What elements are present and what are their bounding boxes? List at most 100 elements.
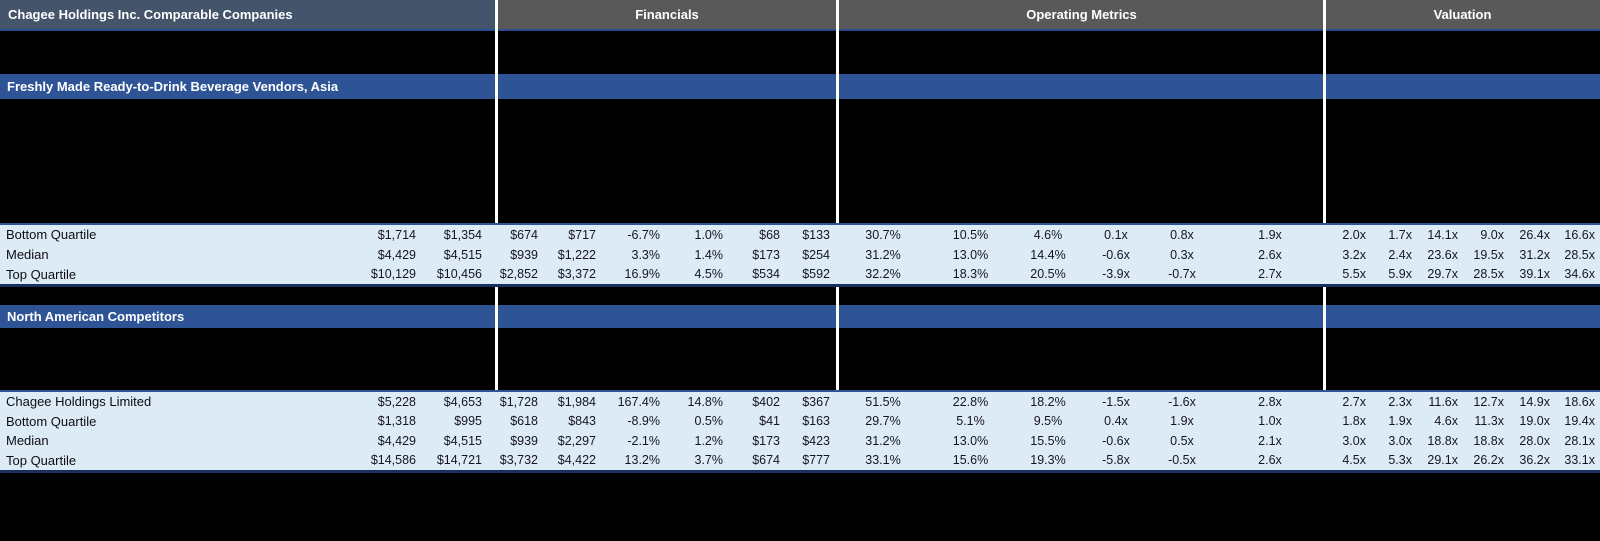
value-cell: 2.6x — [1258, 453, 1282, 468]
value-cell: 36.2x — [1519, 453, 1550, 468]
value-cell: 0.1x — [1104, 227, 1128, 242]
value-cell: 13.0% — [952, 433, 989, 448]
value-cell: 1.0% — [694, 227, 724, 242]
value-cell: 34.6x — [1564, 267, 1595, 282]
value-cell: 1.8x — [1342, 414, 1366, 429]
value-cell: 29.7x — [1427, 267, 1458, 282]
value-cell: $843 — [568, 414, 596, 429]
value-cell: 5.5x — [1342, 267, 1366, 282]
value-cell: 2.6x — [1258, 247, 1282, 262]
value-cell: 31.2% — [865, 433, 901, 448]
value-cell: -1.5x — [1102, 394, 1130, 409]
value-cell: $618 — [510, 414, 538, 429]
value-cell: 20.5% — [1030, 267, 1066, 282]
value-cell: 11.6x — [1428, 394, 1458, 409]
value-cell: -0.6x — [1102, 433, 1130, 448]
value-cell: 23.6x — [1427, 247, 1458, 262]
row-label: Median — [6, 433, 49, 449]
value-cell: 14.8% — [687, 394, 723, 409]
value-cell: $4,515 — [443, 433, 482, 448]
value-cell: 14.4% — [1030, 247, 1066, 262]
value-cell: 13.0% — [952, 247, 989, 262]
value-cell: 31.2x — [1519, 247, 1550, 262]
value-cell: 19.4x — [1564, 414, 1595, 429]
value-cell: 2.1x — [1258, 433, 1282, 448]
value-cell: 19.0x — [1519, 414, 1550, 429]
section-header-valuation: Valuation — [1325, 0, 1600, 29]
value-cell: 31.2% — [865, 247, 901, 262]
value-cell: $939 — [510, 433, 538, 448]
value-cell: $367 — [802, 394, 830, 409]
table-row: Median $4,429 $4,515 $939 $1,222 3.3% 1.4% $173… — [0, 245, 1600, 265]
value-cell: $68 — [759, 227, 780, 242]
table-row: Top Quartile $14,586 $14,721 $3,732 $4,422 13… — [0, 451, 1600, 471]
value-cell: 3.0x — [1388, 433, 1412, 448]
value-cell: 18.3% — [952, 267, 989, 282]
value-cell: 1.9x — [1388, 414, 1412, 429]
value-cell: 32.2% — [865, 267, 901, 282]
value-cell: 15.5% — [1030, 433, 1066, 448]
value-cell: 14.9x — [1519, 394, 1550, 409]
value-cell: $3,372 — [557, 267, 596, 282]
value-cell: 5.3x — [1388, 453, 1412, 468]
value-cell: 2.3x — [1388, 394, 1412, 409]
value-cell: $1,984 — [557, 394, 596, 409]
value-cell: 33.1% — [865, 453, 901, 468]
row-label: Top Quartile — [6, 452, 77, 468]
value-cell: $4,422 — [557, 453, 596, 468]
value-cell: $254 — [802, 247, 830, 262]
value-cell: 14.1x — [1427, 227, 1458, 242]
row-label: Top Quartile — [6, 266, 77, 282]
value-cell: 1.0x — [1258, 414, 1282, 429]
value-cell: 4.6x — [1434, 414, 1458, 429]
value-cell: -0.6x — [1102, 247, 1130, 262]
value-cell: 18.2% — [1030, 394, 1066, 409]
value-cell: 18.8x — [1473, 433, 1504, 448]
value-cell: 28.1x — [1564, 433, 1595, 448]
row-label: Bottom Quartile — [6, 413, 97, 429]
value-cell: $4,429 — [377, 247, 416, 262]
value-cell: $10,129 — [370, 267, 416, 282]
value-cell: $10,456 — [436, 267, 482, 282]
value-cell: -5.8x — [1102, 453, 1130, 468]
value-cell: 33.1x — [1564, 453, 1595, 468]
table-row: Chagee Holdings Limited $5,228 $4,653 $1,72… — [0, 392, 1600, 412]
value-cell: 19.3% — [1030, 453, 1066, 468]
value-cell: 12.7x — [1473, 394, 1504, 409]
value-cell: $1,728 — [499, 394, 538, 409]
value-cell: 5.9x — [1388, 267, 1412, 282]
value-cell: 19.5x — [1473, 247, 1504, 262]
value-cell: 0.5% — [694, 414, 724, 429]
value-cell: $14,721 — [436, 453, 482, 468]
value-cell: $2,297 — [557, 433, 596, 448]
value-cell: 3.0x — [1342, 433, 1366, 448]
value-cell: 13.2% — [624, 453, 660, 468]
value-cell: 0.5x — [1170, 433, 1194, 448]
value-cell: 4.5% — [694, 267, 724, 282]
value-cell: 2.8x — [1258, 394, 1282, 409]
value-cell: 18.8x — [1427, 433, 1458, 448]
value-cell: $133 — [802, 227, 830, 242]
value-cell: 3.3% — [631, 247, 661, 262]
table-north-america: Chagee Holdings Limited $5,228 $4,653 $1,72… — [0, 390, 1600, 473]
value-cell: 2.7x — [1258, 267, 1282, 282]
value-cell: -8.9% — [627, 414, 660, 429]
value-cell: 26.4x — [1519, 227, 1550, 242]
value-cell: -1.6x — [1168, 394, 1196, 409]
value-cell: $173 — [752, 433, 780, 448]
value-cell: 18.6x — [1564, 394, 1595, 409]
value-cell: $173 — [752, 247, 780, 262]
header-row: Chagee Holdings Inc. Comparable Companie… — [0, 0, 1600, 29]
value-cell: $674 — [510, 227, 538, 242]
value-cell: 1.9x — [1258, 227, 1282, 242]
value-cell: $4,429 — [377, 433, 416, 448]
value-cell: 28.5x — [1473, 267, 1504, 282]
value-cell: -2.1% — [627, 433, 660, 448]
value-cell: -6.7% — [627, 227, 660, 242]
value-cell: 9.0x — [1480, 227, 1504, 242]
value-cell: 4.5x — [1342, 453, 1366, 468]
value-cell: 51.5% — [865, 394, 901, 409]
group-header-north-america: North American Competitors — [0, 305, 1600, 328]
value-cell: $3,732 — [499, 453, 538, 468]
value-cell: $534 — [752, 267, 780, 282]
